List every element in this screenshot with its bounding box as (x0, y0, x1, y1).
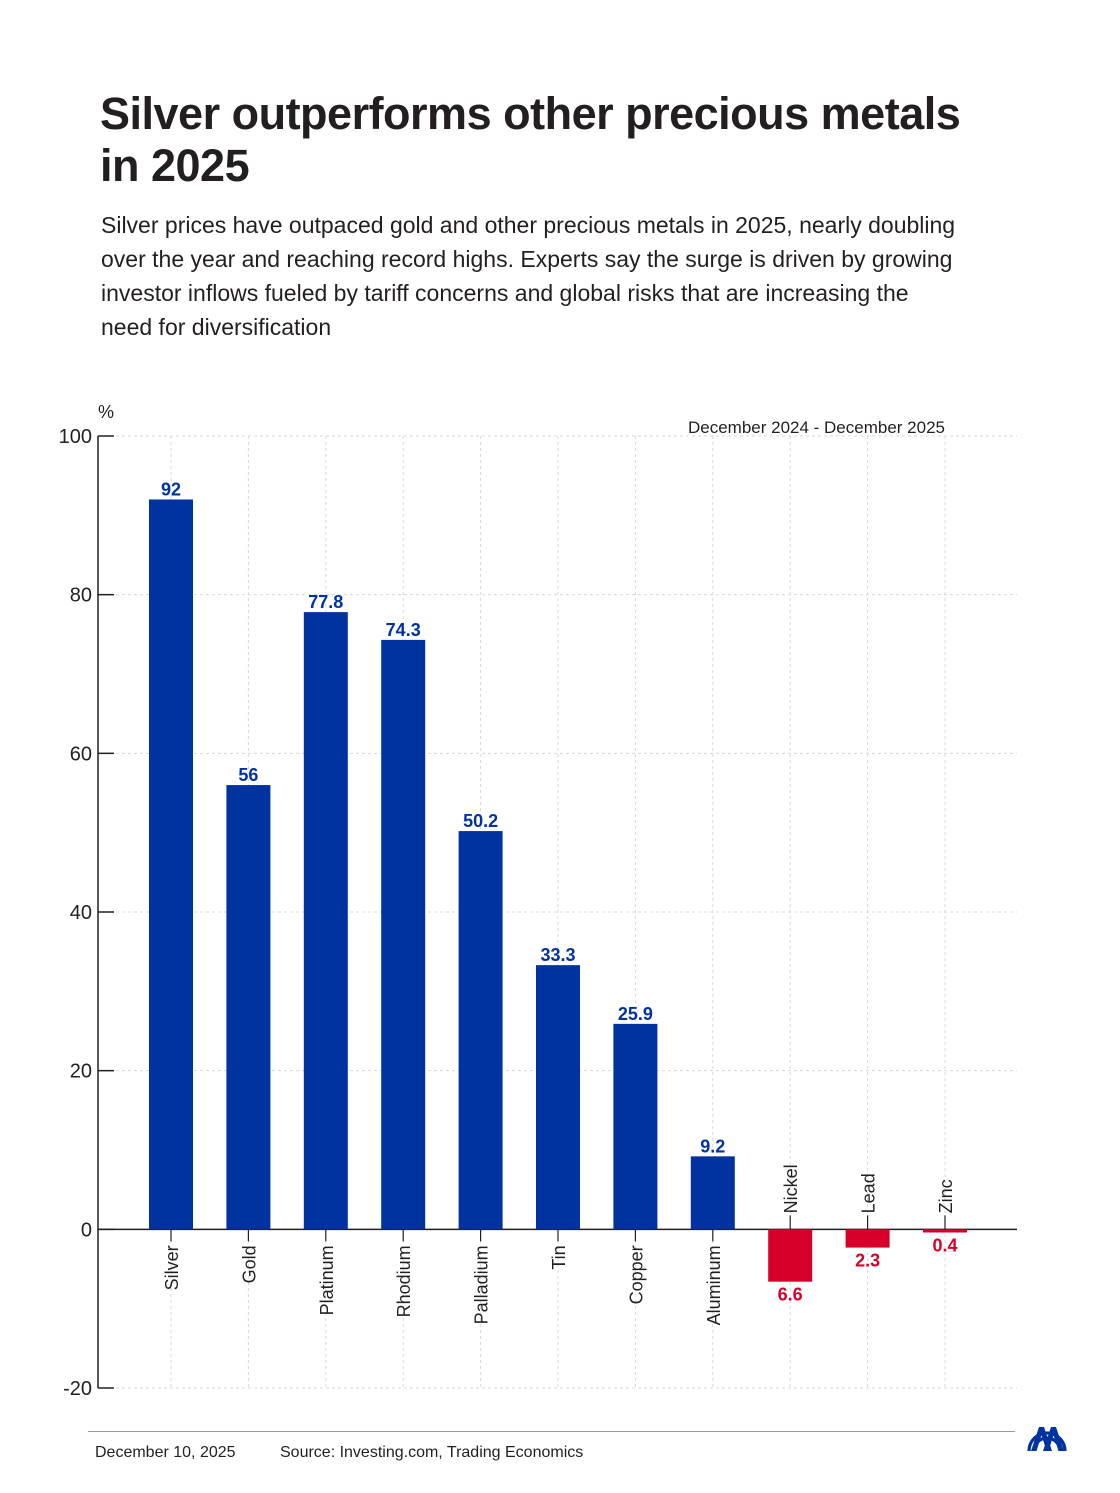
bar (303, 612, 348, 1230)
bars (149, 499, 967, 1282)
bar (381, 639, 426, 1230)
bar (768, 1229, 813, 1282)
category-label: Zinc (936, 1179, 956, 1213)
footer-source: Source: Investing.com, Trading Economics (280, 1444, 584, 1461)
category-label: Lead (859, 1173, 879, 1213)
footer-date: December 10, 2025 (95, 1444, 236, 1461)
bar-chart: 100 80 60 40 20 0 -20 92 Silver 56 Gold 77.8 Platin… (59, 402, 1017, 1400)
chart-subtitle: Silver prices have outpaced gold and oth… (101, 212, 956, 340)
y-tick-label: 40 (70, 902, 92, 924)
category-label: Copper (626, 1245, 646, 1304)
category-label: Rhodium (394, 1245, 414, 1317)
chart-title: Silver outperforms other precious metals… (100, 88, 961, 191)
y-tick-label: 100 (59, 426, 92, 448)
value-label: 25.9 (618, 1004, 653, 1024)
value-label: 74.3 (386, 620, 421, 640)
y-tick-label: 20 (70, 1061, 92, 1083)
y-tick-label: -20 (63, 1378, 92, 1400)
bar (845, 1229, 890, 1248)
value-label: 92 (161, 479, 181, 499)
aa-logo-icon (1027, 1427, 1067, 1452)
value-label: 56 (238, 765, 258, 785)
category-label: Silver (162, 1245, 182, 1290)
value-label: 0.4 (932, 1236, 957, 1256)
category-label: Platinum (317, 1245, 337, 1315)
bar (613, 1023, 658, 1230)
category-label: Tin (549, 1245, 569, 1269)
footer-divider (88, 1431, 1015, 1432)
bar (149, 499, 193, 1230)
category-label: Gold (239, 1245, 259, 1283)
labels: 92 Silver 56 Gold 77.8 Platinum 74.3 Rhodium 50.… (161, 479, 958, 1325)
y-tick-label: 60 (70, 743, 92, 765)
bar (536, 965, 580, 1230)
bar (690, 1156, 735, 1230)
y-tick-label: 0 (81, 1219, 92, 1241)
value-label: 9.2 (700, 1136, 725, 1156)
bar (923, 1229, 967, 1233)
y-tick-label: 80 (70, 585, 92, 607)
category-label: Nickel (781, 1164, 801, 1213)
value-label: 6.6 (778, 1285, 803, 1305)
category-label: Aluminum (704, 1245, 724, 1325)
bar (226, 785, 271, 1230)
value-label: 50.2 (463, 811, 498, 831)
value-label: 33.3 (540, 945, 575, 965)
category-label: Palladium (472, 1245, 492, 1324)
value-label: 2.3 (855, 1251, 880, 1271)
value-label: 77.8 (308, 592, 343, 612)
period-label: December 2024 - December 2025 (688, 418, 945, 437)
bar (458, 831, 503, 1230)
y-unit-label: % (98, 402, 114, 422)
